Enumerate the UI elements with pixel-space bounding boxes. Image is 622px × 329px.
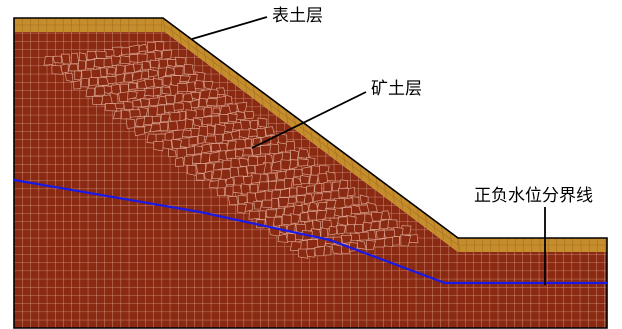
transition-mesh-region: [43, 41, 419, 259]
topsoil-mesh: [13, 17, 607, 253]
model-boundary-outline: [13, 17, 608, 329]
water-boundary-label: 正负水位分界线: [474, 186, 593, 206]
topsoil-leader-line: [191, 16, 268, 40]
topsoil-label: 表土层: [272, 6, 323, 26]
water-level-boundary-line: [13, 178, 607, 285]
ore-soil-label: 矿土层: [371, 79, 422, 99]
ore-soil-leader-line: [251, 91, 367, 149]
